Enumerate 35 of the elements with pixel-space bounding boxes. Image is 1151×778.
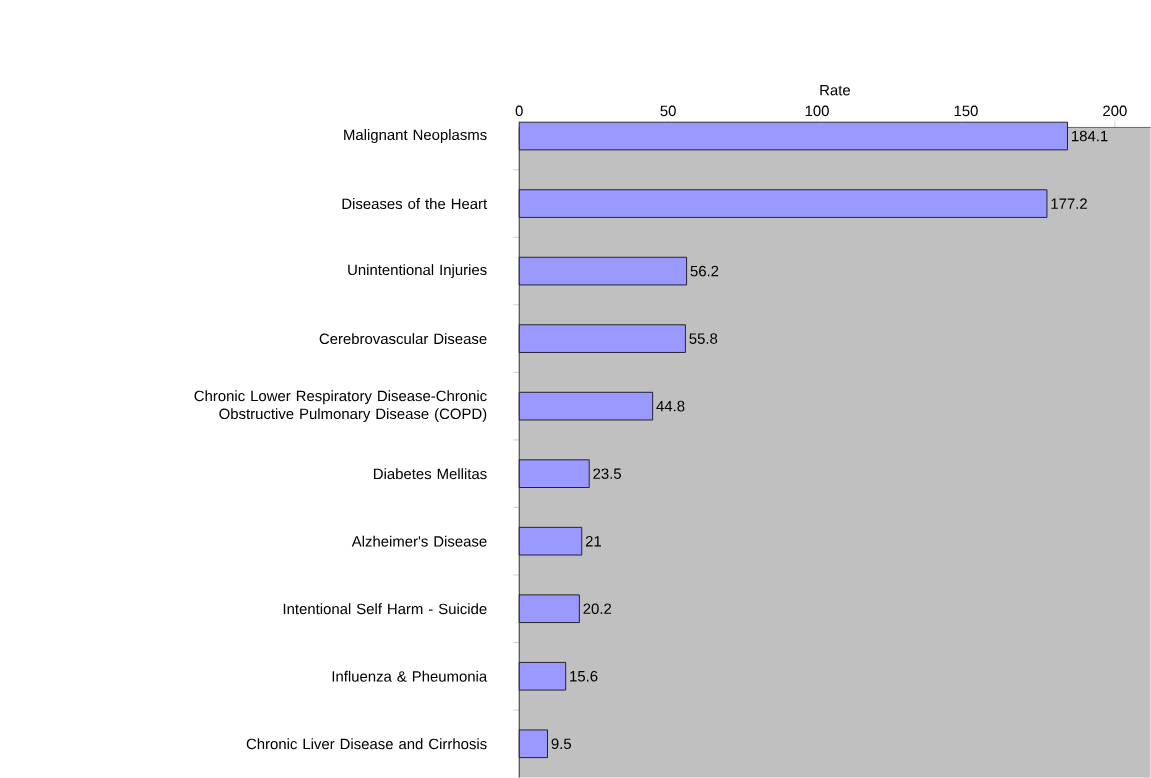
bar — [518, 526, 583, 556]
bar — [518, 662, 567, 691]
data-label: 184.1 — [1072, 130, 1108, 142]
x-tick-label: 150 — [954, 105, 978, 117]
x-tick-label: 50 — [660, 105, 676, 117]
data-label: 23.5 — [593, 468, 621, 479]
y-tick-label: Cerebrovascular Disease — [319, 333, 487, 345]
x-tick-label: 100 — [805, 105, 829, 117]
bar — [518, 256, 687, 286]
bar — [518, 189, 1048, 218]
y-tick-label: Intentional Self Harm - Suicide — [283, 603, 487, 615]
y-tick-label: Alzheimer's Disease — [351, 535, 487, 547]
x-tick-label: 0 — [515, 105, 523, 117]
data-label: 15.6 — [570, 670, 598, 682]
y-tick-label: Diseases of the Heart — [342, 198, 488, 210]
x-tick-label: 200 — [1103, 105, 1127, 117]
data-label: 56.2 — [690, 265, 719, 277]
data-label: 177.2 — [1051, 198, 1087, 209]
data-label: 55.8 — [689, 333, 718, 344]
y-tick-label: Chronic Lower Respiratory Disease-Chronic Obstructive Pulmonary Disease (COPD) — [194, 390, 487, 423]
x-axis-title: Rate — [820, 85, 850, 96]
data-label: 44.8 — [656, 400, 685, 412]
data-label: 21 — [585, 536, 601, 547]
y-tick-label: Malignant Neoplasms — [344, 129, 487, 144]
bar — [518, 729, 548, 759]
y-tick-label: Unintentional Injuries — [348, 264, 487, 279]
data-label: 9.5 — [551, 738, 572, 750]
bar — [518, 391, 654, 421]
bar — [518, 594, 580, 623]
y-tick-label: Chronic Liver Disease and Cirrhosis — [246, 738, 487, 750]
bar — [518, 459, 590, 488]
y-tick-label: Influenza & Pheumonia — [332, 670, 488, 682]
y-tick-label: Diabetes Mellitas — [374, 468, 487, 480]
bar — [518, 324, 686, 353]
data-label: 20.2 — [583, 603, 612, 615]
